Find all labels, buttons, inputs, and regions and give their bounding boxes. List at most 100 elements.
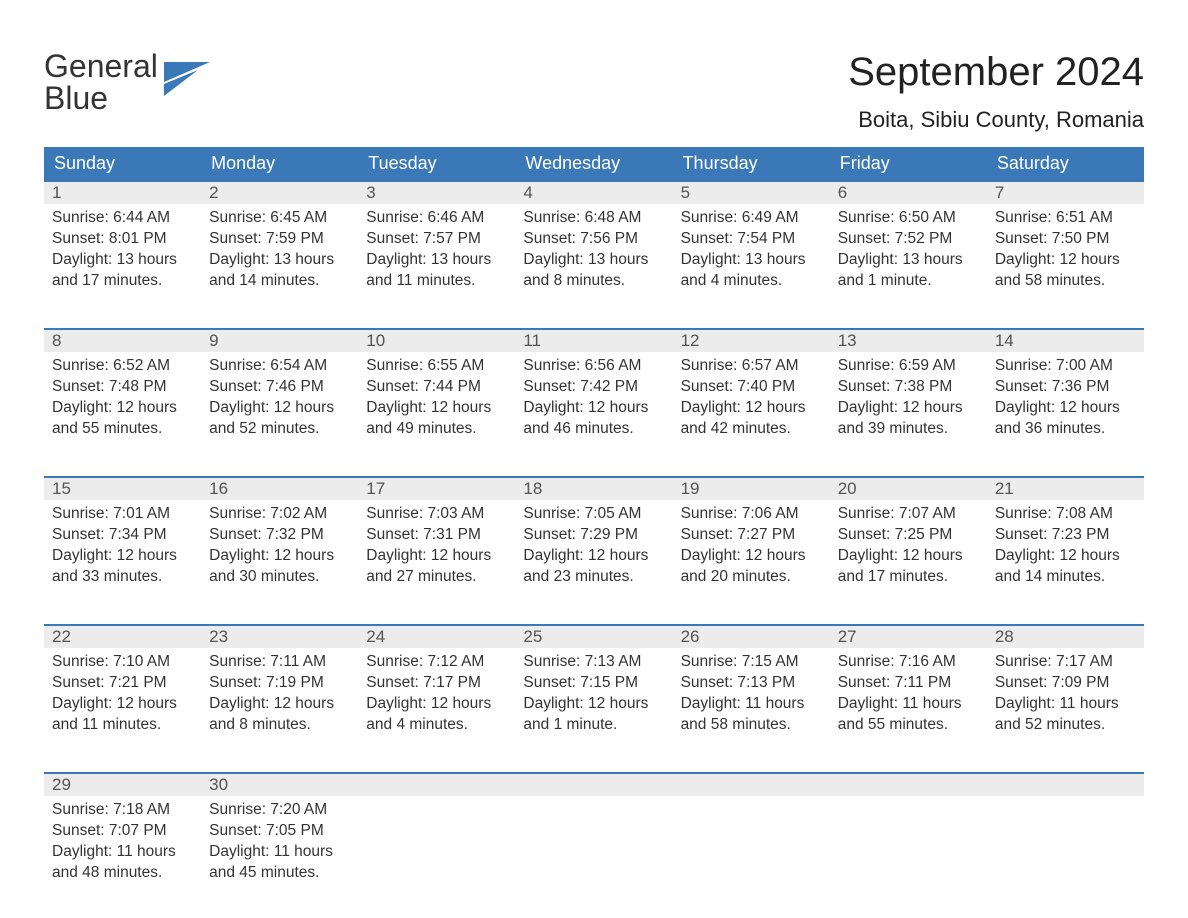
sunset-text: Sunset: 7:57 PM: [366, 229, 507, 250]
sunrise-text: Sunrise: 7:10 AM: [52, 652, 193, 673]
daylight-text: Daylight: 12 hours and 36 minutes.: [995, 398, 1136, 440]
sunrise-text: Sunrise: 7:12 AM: [366, 652, 507, 673]
daylight-text: Daylight: 12 hours and 17 minutes.: [838, 546, 979, 588]
daylight-text: Daylight: 12 hours and 27 minutes.: [366, 546, 507, 588]
sunset-text: Sunset: 7:25 PM: [838, 525, 979, 546]
sunset-text: Sunset: 7:29 PM: [523, 525, 664, 546]
daylight-text: Daylight: 12 hours and 1 minute.: [523, 694, 664, 736]
day-cell: Sunrise: 6:49 AMSunset: 7:54 PMDaylight:…: [673, 204, 830, 304]
sunrise-text: Sunrise: 7:01 AM: [52, 504, 193, 525]
sunset-text: Sunset: 7:19 PM: [209, 673, 350, 694]
day-cell: Sunrise: 7:15 AMSunset: 7:13 PMDaylight:…: [673, 648, 830, 748]
sunrise-text: Sunrise: 7:17 AM: [995, 652, 1136, 673]
day-number: 5: [673, 182, 830, 204]
day-cell: Sunrise: 7:17 AMSunset: 7:09 PMDaylight:…: [987, 648, 1144, 748]
daylight-text: Daylight: 12 hours and 4 minutes.: [366, 694, 507, 736]
sunset-text: Sunset: 7:11 PM: [838, 673, 979, 694]
daylight-text: Daylight: 12 hours and 8 minutes.: [209, 694, 350, 736]
day-cell: Sunrise: 7:05 AMSunset: 7:29 PMDaylight:…: [515, 500, 672, 600]
sunset-text: Sunset: 7:15 PM: [523, 673, 664, 694]
sunrise-text: Sunrise: 7:05 AM: [523, 504, 664, 525]
sunrise-text: Sunrise: 6:44 AM: [52, 208, 193, 229]
day-number: 6: [830, 182, 987, 204]
daylight-text: Daylight: 12 hours and 23 minutes.: [523, 546, 664, 588]
month-title: September 2024: [848, 50, 1144, 95]
day-number: 4: [515, 182, 672, 204]
day-cell: Sunrise: 7:12 AMSunset: 7:17 PMDaylight:…: [358, 648, 515, 748]
sunrise-text: Sunrise: 7:15 AM: [681, 652, 822, 673]
sunset-text: Sunset: 8:01 PM: [52, 229, 193, 250]
day-cell: [987, 796, 1144, 896]
daylight-text: Daylight: 12 hours and 30 minutes.: [209, 546, 350, 588]
daybody-row: Sunrise: 7:18 AMSunset: 7:07 PMDaylight:…: [44, 796, 1144, 896]
day-number: 3: [358, 182, 515, 204]
sunset-text: Sunset: 7:31 PM: [366, 525, 507, 546]
day-number: 29: [44, 774, 201, 796]
sunrise-text: Sunrise: 6:52 AM: [52, 356, 193, 377]
daylight-text: Daylight: 12 hours and 42 minutes.: [681, 398, 822, 440]
daylight-text: Daylight: 13 hours and 17 minutes.: [52, 250, 193, 292]
daylight-text: Daylight: 11 hours and 52 minutes.: [995, 694, 1136, 736]
day-number: 9: [201, 330, 358, 352]
day-cell: [358, 796, 515, 896]
day-number: [830, 774, 987, 796]
daybody-row: Sunrise: 6:44 AMSunset: 8:01 PMDaylight:…: [44, 204, 1144, 304]
day-number: 8: [44, 330, 201, 352]
day-cell: Sunrise: 7:08 AMSunset: 7:23 PMDaylight:…: [987, 500, 1144, 600]
location: Boita, Sibiu County, Romania: [848, 107, 1144, 133]
sunset-text: Sunset: 7:07 PM: [52, 821, 193, 842]
logo: General Blue: [44, 50, 212, 114]
day-number: 18: [515, 478, 672, 500]
sunset-text: Sunset: 7:56 PM: [523, 229, 664, 250]
day-cell: Sunrise: 7:02 AMSunset: 7:32 PMDaylight:…: [201, 500, 358, 600]
sunrise-text: Sunrise: 7:06 AM: [681, 504, 822, 525]
daylight-text: Daylight: 12 hours and 33 minutes.: [52, 546, 193, 588]
day-cell: Sunrise: 6:56 AMSunset: 7:42 PMDaylight:…: [515, 352, 672, 452]
day-cell: [515, 796, 672, 896]
sunrise-text: Sunrise: 6:51 AM: [995, 208, 1136, 229]
weekday-header: Friday: [830, 147, 987, 180]
daylight-text: Daylight: 11 hours and 48 minutes.: [52, 842, 193, 884]
daylight-text: Daylight: 12 hours and 39 minutes.: [838, 398, 979, 440]
sunrise-text: Sunrise: 6:46 AM: [366, 208, 507, 229]
sunrise-text: Sunrise: 6:54 AM: [209, 356, 350, 377]
day-number: [673, 774, 830, 796]
sunset-text: Sunset: 7:42 PM: [523, 377, 664, 398]
calendar: Sunday Monday Tuesday Wednesday Thursday…: [44, 147, 1144, 896]
week-block: 1234567Sunrise: 6:44 AMSunset: 8:01 PMDa…: [44, 180, 1144, 304]
day-cell: Sunrise: 7:18 AMSunset: 7:07 PMDaylight:…: [44, 796, 201, 896]
daynum-row: 22232425262728: [44, 626, 1144, 648]
day-number: 10: [358, 330, 515, 352]
day-cell: Sunrise: 7:16 AMSunset: 7:11 PMDaylight:…: [830, 648, 987, 748]
day-number: 17: [358, 478, 515, 500]
day-number: 30: [201, 774, 358, 796]
sunset-text: Sunset: 7:09 PM: [995, 673, 1136, 694]
sunset-text: Sunset: 7:05 PM: [209, 821, 350, 842]
day-number: 23: [201, 626, 358, 648]
weekday-header: Tuesday: [358, 147, 515, 180]
day-cell: Sunrise: 6:50 AMSunset: 7:52 PMDaylight:…: [830, 204, 987, 304]
sunrise-text: Sunrise: 6:49 AM: [681, 208, 822, 229]
sunrise-text: Sunrise: 6:56 AM: [523, 356, 664, 377]
daynum-row: 15161718192021: [44, 478, 1144, 500]
title-block: September 2024 Boita, Sibiu County, Roma…: [848, 50, 1144, 133]
day-cell: Sunrise: 7:11 AMSunset: 7:19 PMDaylight:…: [201, 648, 358, 748]
day-cell: Sunrise: 6:55 AMSunset: 7:44 PMDaylight:…: [358, 352, 515, 452]
daybody-row: Sunrise: 7:10 AMSunset: 7:21 PMDaylight:…: [44, 648, 1144, 748]
daylight-text: Daylight: 12 hours and 11 minutes.: [52, 694, 193, 736]
daylight-text: Daylight: 12 hours and 58 minutes.: [995, 250, 1136, 292]
sunrise-text: Sunrise: 6:45 AM: [209, 208, 350, 229]
sunset-text: Sunset: 7:13 PM: [681, 673, 822, 694]
week-block: 2930Sunrise: 7:18 AMSunset: 7:07 PMDayli…: [44, 772, 1144, 896]
sunrise-text: Sunrise: 7:18 AM: [52, 800, 193, 821]
daylight-text: Daylight: 13 hours and 4 minutes.: [681, 250, 822, 292]
day-cell: Sunrise: 6:44 AMSunset: 8:01 PMDaylight:…: [44, 204, 201, 304]
sunrise-text: Sunrise: 7:00 AM: [995, 356, 1136, 377]
sunrise-text: Sunrise: 7:02 AM: [209, 504, 350, 525]
day-number: 27: [830, 626, 987, 648]
daylight-text: Daylight: 12 hours and 55 minutes.: [52, 398, 193, 440]
day-cell: Sunrise: 7:06 AMSunset: 7:27 PMDaylight:…: [673, 500, 830, 600]
sunrise-text: Sunrise: 7:16 AM: [838, 652, 979, 673]
sunrise-text: Sunrise: 7:20 AM: [209, 800, 350, 821]
day-cell: [830, 796, 987, 896]
